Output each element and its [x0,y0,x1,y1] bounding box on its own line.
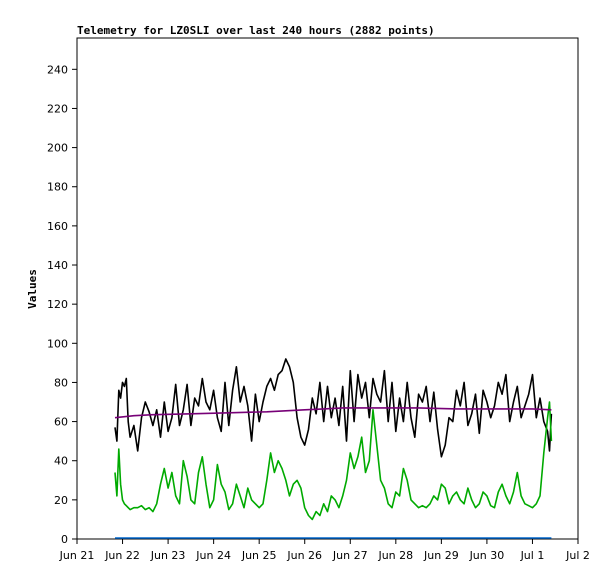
y-tick-label: 160 [47,220,68,233]
x-tick-label: Jul 2 [565,549,590,562]
x-tick-label: Jun 26 [286,549,322,562]
series-line-1 [114,358,553,458]
x-tick-label: Jun 27 [332,549,368,562]
x-tick-label: Jun 21 [59,549,95,562]
x-tick-label: Jun 22 [104,549,140,562]
y-axis-title: Values [26,269,39,309]
x-axis: Jun 21 Jun 22 Jun 23 Jun 24 Jun 25 Jun 26 Jun … [59,539,590,562]
x-tick-label: Jun 25 [241,549,277,562]
series-line-2 [114,401,553,521]
y-axis: 0 20 40 60 80 100 120 140 160 180 200 220 240 [47,63,77,546]
x-tick-label: Jun 24 [195,549,231,562]
series-line-3 [114,407,552,419]
series-layer [114,358,553,539]
y-tick-label: 100 [47,337,68,350]
y-tick-label: 80 [54,376,68,389]
x-tick-label: Jun 29 [423,549,459,562]
y-tick-label: 240 [47,63,68,76]
y-tick-label: 140 [47,259,68,272]
y-tick-label: 120 [47,298,68,311]
plot-frame [76,37,579,540]
x-tick-label: Jun 23 [150,549,186,562]
x-tick-label: Jul 1 [520,549,545,562]
y-tick-label: 0 [61,533,68,546]
chart-title: Telemetry for LZ0SLI over last 240 hours… [77,24,435,37]
y-tick-label: 40 [54,455,68,468]
y-tick-label: 180 [47,181,68,194]
y-tick-label: 20 [54,494,68,507]
y-tick-label: 200 [47,142,68,155]
y-tick-label: 60 [54,416,68,429]
x-tick-label: Jun 28 [377,549,413,562]
y-tick-label: 220 [47,102,68,115]
x-tick-label: Jun 30 [469,549,505,562]
